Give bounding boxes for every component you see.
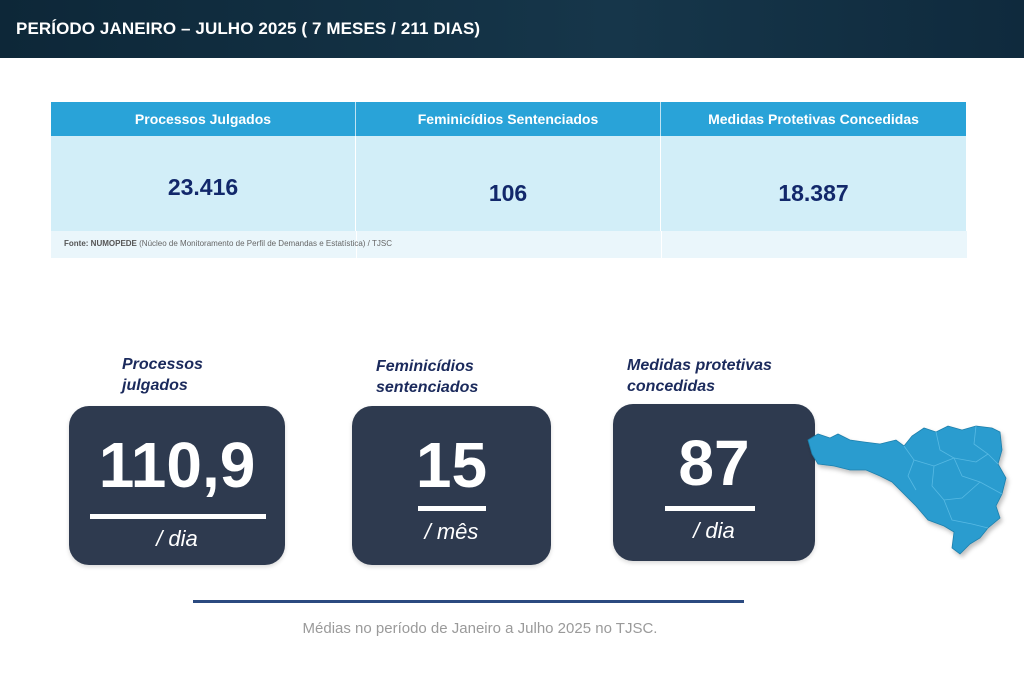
card-divider — [665, 506, 755, 511]
cell-medidas: 18.387 — [661, 136, 966, 231]
cell-processos: 23.416 — [51, 136, 356, 231]
card-unit-feminicidios: / mês — [424, 519, 479, 544]
card-unit-medidas: / dia — [693, 518, 735, 543]
footnote-divider — [193, 600, 744, 603]
cell-feminicidios: 106 — [356, 136, 661, 231]
source-note: Fonte: NUMOPEDE (Núcleo de Monitoramento… — [64, 239, 392, 248]
value-medidas: 18.387 — [778, 180, 849, 206]
card-divider — [418, 506, 486, 511]
card-value-medidas: 87 — [678, 427, 750, 499]
page-title: PERÍODO JANEIRO – JULHO 2025 ( 7 MESES /… — [16, 19, 481, 38]
card-unit-processos: / dia — [156, 526, 198, 551]
card-label-feminicidios: Feminicídios sentenciados — [376, 358, 479, 396]
table-value-row: 23.416 106 18.387 — [51, 136, 967, 231]
card-label-processos: Processos julgados — [122, 356, 203, 394]
footnote-text: Médias no período de Janeiro a Julho 202… — [302, 620, 658, 637]
header-bar: PERÍODO JANEIRO – JULHO 2025 ( 7 MESES /… — [0, 0, 1024, 58]
source-label: Fonte: NUMOPEDE — [64, 239, 137, 248]
card-value-processos: 110,9 — [98, 429, 256, 501]
value-feminicidios: 106 — [488, 180, 528, 206]
card-feminicidios: 15 / mês — [352, 406, 551, 565]
stats-table: Processos Julgados Feminicídios Sentenci… — [51, 102, 967, 258]
value-processos: 23.416 — [167, 174, 239, 200]
card-label-medidas: Medidas protetivas concedidas — [627, 357, 772, 395]
column-header-feminicidios: Feminicídios Sentenciados — [356, 102, 661, 136]
card-processos: 110,9 / dia — [69, 406, 285, 565]
table-header-row: Processos Julgados Feminicídios Sentenci… — [51, 102, 967, 136]
source-row: Fonte: NUMOPEDE (Núcleo de Monitoramento… — [51, 231, 967, 258]
source-description: (Núcleo de Monitoramento de Perfil de De… — [139, 239, 392, 248]
column-header-processos: Processos Julgados — [51, 102, 356, 136]
santa-catarina-map-icon — [807, 425, 1007, 555]
card-divider — [90, 514, 266, 519]
card-value-feminicidios: 15 — [415, 429, 488, 501]
card-medidas: 87 / dia — [613, 404, 815, 561]
column-header-medidas: Medidas Protetivas Concedidas — [661, 102, 966, 136]
